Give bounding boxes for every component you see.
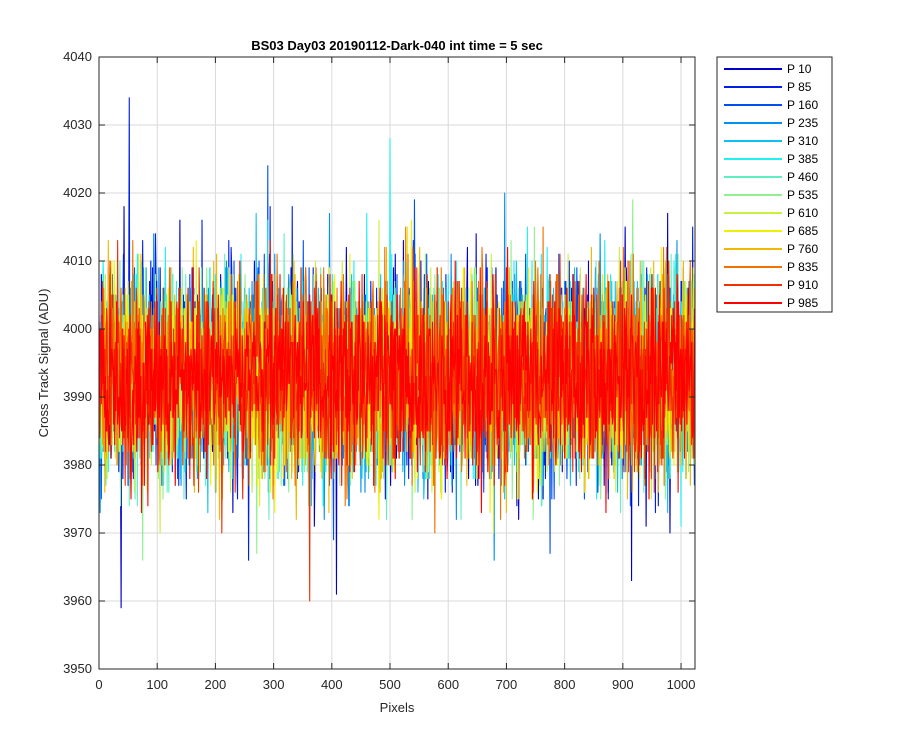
legend-box xyxy=(716,56,833,313)
legend-entry-label: P 910 xyxy=(787,278,818,292)
legend-entry-label: P 160 xyxy=(787,98,818,112)
series-layer xyxy=(98,97,695,609)
x-tick-label: 200 xyxy=(205,677,227,692)
legend-entry-label: P 10 xyxy=(787,62,812,76)
x-tick-label: 600 xyxy=(437,677,459,692)
y-tick-label: 3990 xyxy=(63,389,92,404)
legend-entry-label: P 535 xyxy=(787,188,818,202)
x-tick-label: 500 xyxy=(379,677,401,692)
x-tick-label: 800 xyxy=(554,677,576,692)
legend-entry-label: P 685 xyxy=(787,224,818,238)
y-tick-label: 4030 xyxy=(63,117,92,132)
y-axis-label: Cross Track Signal (ADU) xyxy=(36,289,51,438)
x-tick-label: 700 xyxy=(496,677,518,692)
legend-entry-label: P 385 xyxy=(787,152,818,166)
x-tick-label: 300 xyxy=(263,677,285,692)
y-tick-label: 4000 xyxy=(63,321,92,336)
y-tick-label: 4020 xyxy=(63,185,92,200)
x-axis-label: Pixels xyxy=(380,700,415,715)
legend-entry-label: P 835 xyxy=(787,260,818,274)
y-tick-label: 3980 xyxy=(63,457,92,472)
series-line-p-985 xyxy=(98,240,695,514)
chart-title: BS03 Day03 20190112-Dark-040 int time = … xyxy=(251,38,543,53)
y-tick-label: 4040 xyxy=(63,49,92,64)
legend-entry-label: P 460 xyxy=(787,170,818,184)
legend-entry-label: P 310 xyxy=(787,134,818,148)
legend-entry-label: P 235 xyxy=(787,116,818,130)
y-tick-label: 4010 xyxy=(63,253,92,268)
x-tick-label: 100 xyxy=(146,677,168,692)
x-tick-label: 400 xyxy=(321,677,343,692)
legend-entry-label: P 610 xyxy=(787,206,818,220)
axes-box xyxy=(98,56,696,670)
legend-entry-label: P 985 xyxy=(787,296,818,310)
legend: P 10 P 85 P 160 P 235 P 310 P 385 P 460 P 535 P … xyxy=(716,56,833,313)
legend-entry-label: P 85 xyxy=(787,80,812,94)
y-ticks: 3950 3960 3970 3980 3990 4000 4010 4020 4030 4040 xyxy=(63,49,695,676)
legend-entry-label: P 760 xyxy=(787,242,818,256)
x-tick-label: 1000 xyxy=(667,677,696,692)
x-tick-label: 900 xyxy=(612,677,634,692)
y-tick-label: 3970 xyxy=(63,525,92,540)
x-tick-label: 0 xyxy=(95,677,102,692)
x-ticks: 0 100 200 300 400 500 600 700 800 900 1000 xyxy=(95,57,695,692)
y-tick-label: 3950 xyxy=(63,661,92,676)
y-tick-label: 3960 xyxy=(63,593,92,608)
